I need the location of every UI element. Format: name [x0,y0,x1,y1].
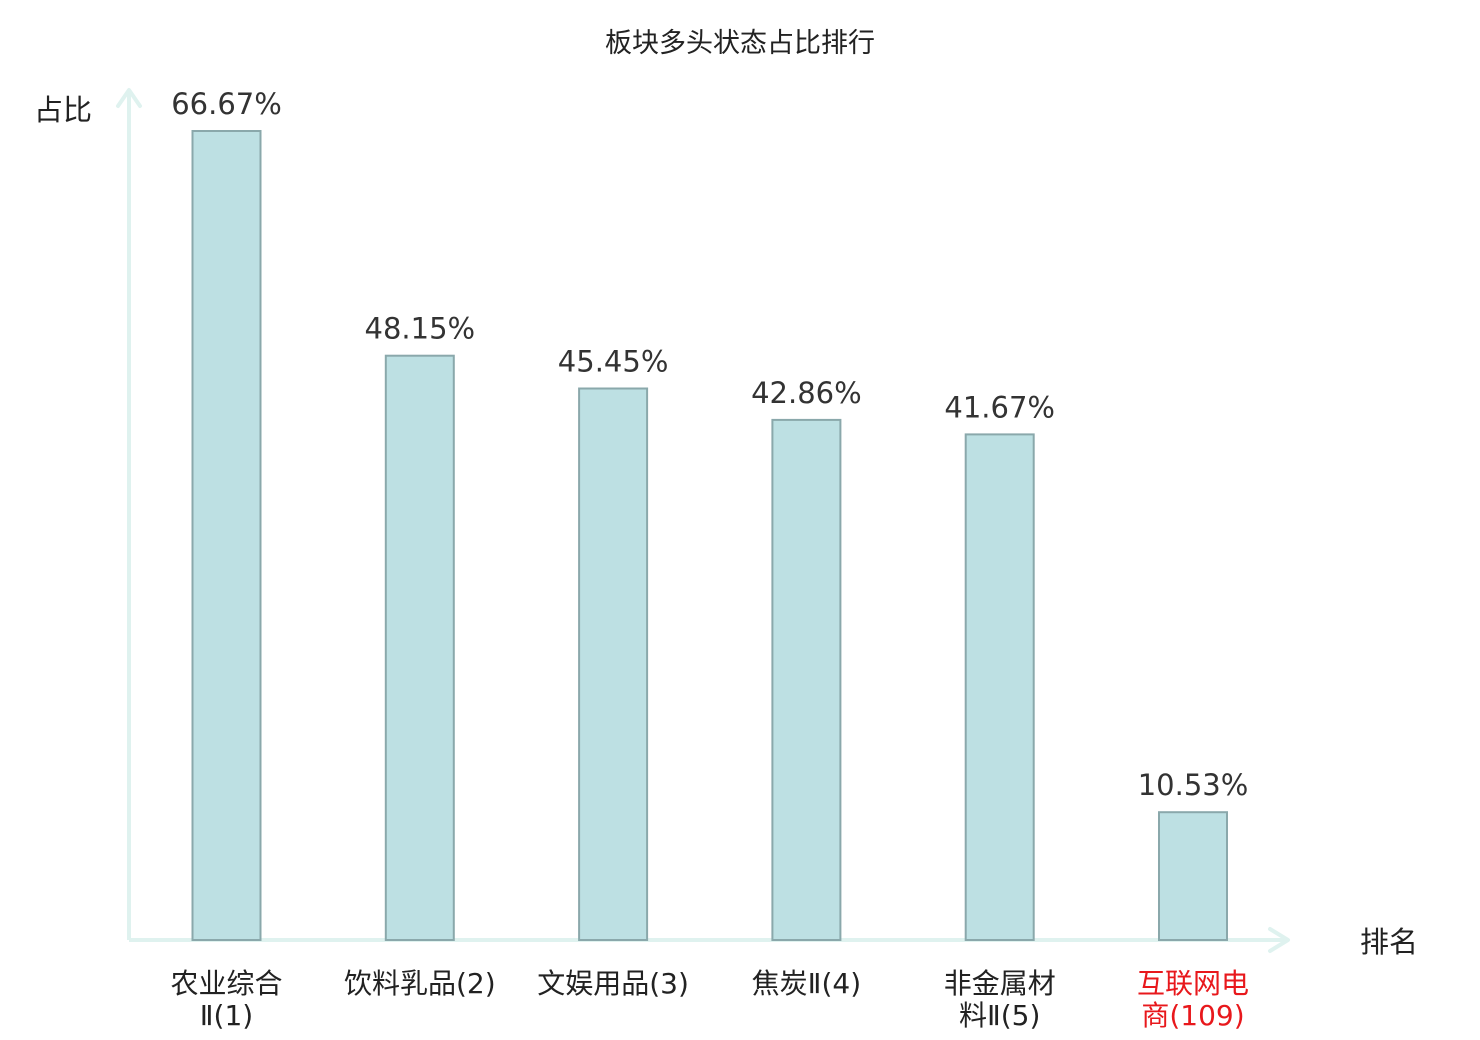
tick-label-4-line-1: 焦炭Ⅱ(4) [752,967,861,1000]
chart-title: 板块多头状态占比排行 [605,28,875,59]
value-label-5: 41.67% [944,390,1055,424]
x-axis-label: 排名 [1360,925,1418,959]
tick-label-3-line-1: 文娱用品(3) [537,967,689,1000]
bar-1[interactable] [193,131,261,940]
tick-label-5-line-2: 料Ⅱ(5) [959,999,1040,1032]
bar-6[interactable] [1159,812,1227,940]
tick-label-1-line-1: 农业综合 [170,967,282,1000]
tick-label-6-line-1: 互联网电 [1137,967,1249,1000]
tick-label-6-line-2: 商(109) [1141,999,1244,1032]
value-label-2: 48.15% [365,312,476,346]
y-axis-label: 占比 [34,93,92,127]
bar-4[interactable] [772,420,840,940]
tick-label-1-line-2: Ⅱ(1) [200,999,253,1032]
x-axis [129,929,1288,951]
value-labels-group: 66.67% 48.15% 45.45% 42.86% 41.67% 10.53% [171,87,1248,802]
bar-5[interactable] [966,434,1034,940]
bar-3[interactable] [579,389,647,941]
value-label-4: 42.86% [751,376,862,410]
tick-label-2-line-1: 饮料乳品(2) [344,967,496,1000]
y-axis [118,90,140,940]
bars-group [193,131,1228,940]
value-label-1: 66.67% [171,87,282,121]
value-label-6: 10.53% [1138,768,1249,802]
bar-2[interactable] [386,356,454,940]
value-label-3: 45.45% [558,345,669,379]
tick-label-5-line-1: 非金属材 [944,967,1056,1000]
